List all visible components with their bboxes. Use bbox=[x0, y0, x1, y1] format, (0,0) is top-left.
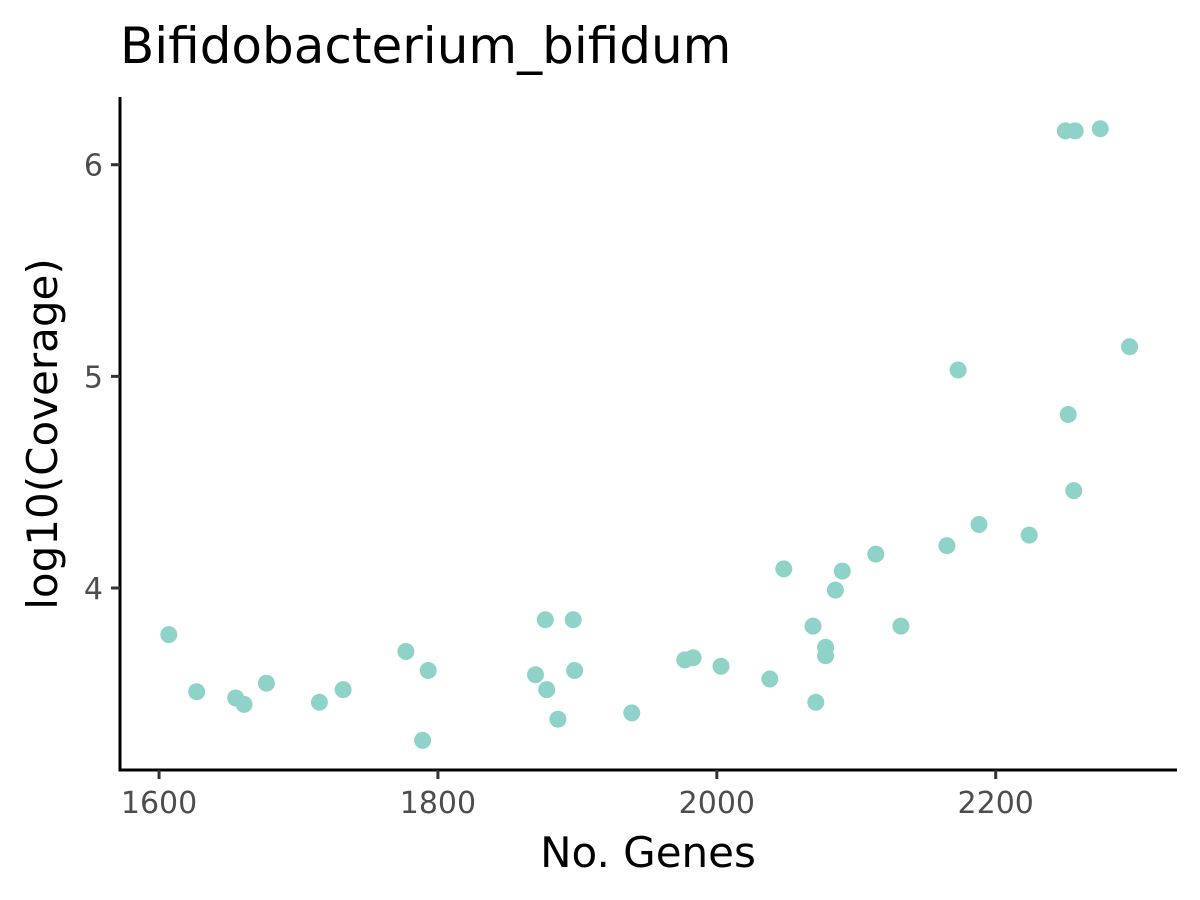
data-point bbox=[1059, 406, 1077, 423]
data-points bbox=[160, 120, 1139, 749]
data-point bbox=[1065, 482, 1083, 500]
data-point bbox=[527, 666, 544, 684]
data-point bbox=[761, 670, 779, 688]
data-point bbox=[970, 516, 988, 533]
data-point bbox=[938, 537, 956, 555]
y-axis-ticks: 4 5 6 bbox=[84, 149, 120, 607]
x-tick-label: 2200 bbox=[958, 786, 1034, 821]
data-point bbox=[1066, 122, 1084, 140]
data-point bbox=[188, 683, 206, 701]
data-point bbox=[334, 681, 352, 699]
data-point bbox=[804, 617, 822, 635]
x-axis-ticks: 1600 1800 2000 2200 bbox=[121, 770, 1034, 821]
data-point bbox=[949, 361, 967, 379]
data-point bbox=[623, 704, 641, 722]
data-point bbox=[867, 545, 885, 563]
y-axis-title: log10(Coverage) bbox=[18, 258, 67, 609]
x-tick-label: 2000 bbox=[679, 786, 755, 821]
data-point bbox=[826, 581, 844, 599]
data-point bbox=[397, 643, 415, 660]
y-tick-label: 5 bbox=[84, 360, 103, 395]
data-point bbox=[1121, 338, 1139, 356]
data-point bbox=[684, 649, 702, 667]
data-point bbox=[817, 647, 835, 665]
data-point bbox=[310, 693, 328, 711]
x-tick-label: 1800 bbox=[400, 786, 476, 821]
data-point bbox=[892, 617, 910, 635]
data-point bbox=[538, 681, 556, 699]
data-point bbox=[775, 560, 793, 578]
data-point bbox=[536, 611, 554, 629]
y-tick-label: 6 bbox=[84, 149, 103, 184]
y-tick-label: 4 bbox=[84, 572, 103, 607]
data-point bbox=[564, 611, 582, 629]
x-tick-label: 1600 bbox=[121, 786, 197, 821]
data-point bbox=[549, 710, 567, 728]
data-point bbox=[419, 662, 437, 679]
data-point bbox=[833, 562, 851, 580]
data-point bbox=[807, 693, 825, 711]
data-point bbox=[712, 657, 730, 675]
data-point bbox=[1020, 526, 1038, 544]
x-axis-title: No. Genes bbox=[540, 828, 756, 877]
data-point bbox=[1091, 120, 1109, 138]
data-point bbox=[414, 731, 432, 749]
data-point bbox=[160, 626, 178, 644]
data-point bbox=[235, 695, 253, 713]
data-point bbox=[566, 662, 584, 679]
chart-title: Bifidobacterium_bifidum bbox=[120, 17, 731, 75]
data-point bbox=[257, 674, 275, 692]
